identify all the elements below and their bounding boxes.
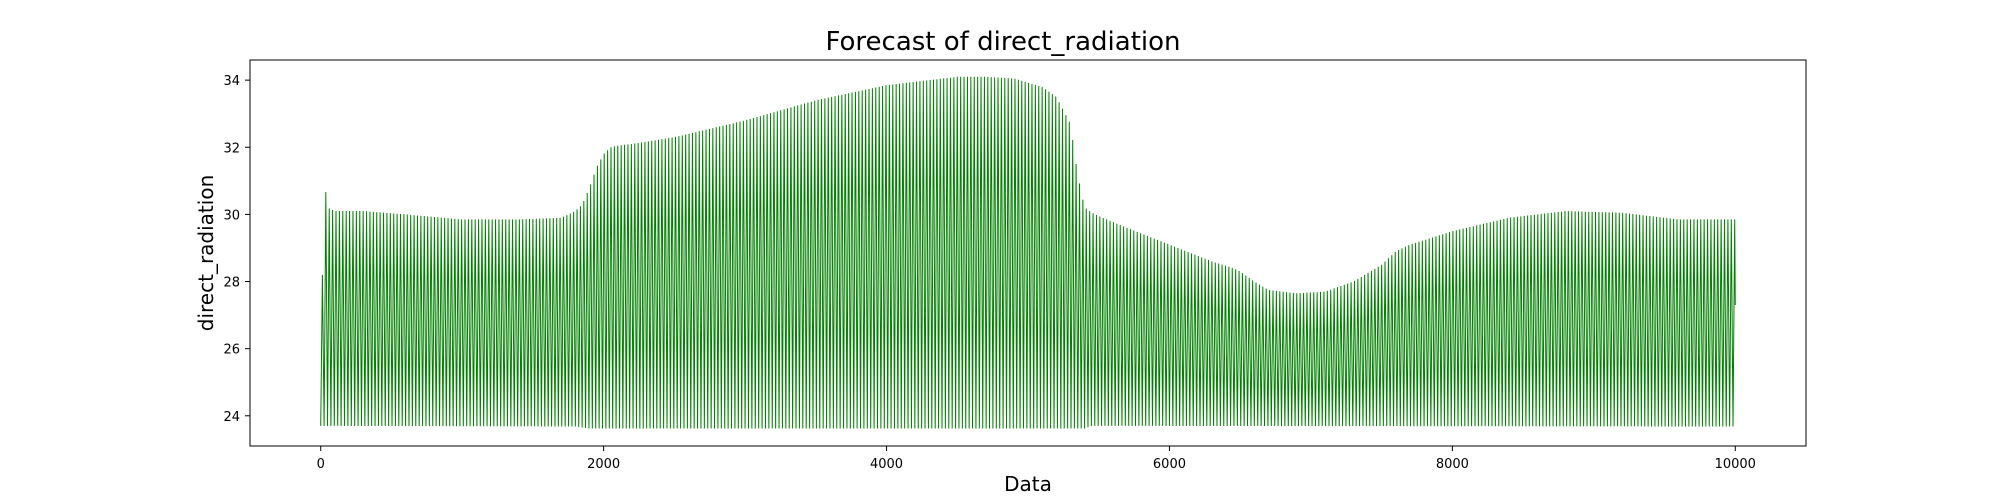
y-tick-label: 24 — [223, 410, 240, 425]
x-axis: 0 2000 4000 6000 8000 10000 — [317, 446, 1756, 472]
x-tick-label: 8000 — [1436, 457, 1469, 472]
y-tick-label: 32 — [223, 141, 240, 156]
series-line-0 — [320, 76, 1736, 429]
x-tick-label: 0 — [317, 457, 325, 472]
x-tick-label: 2000 — [587, 457, 620, 472]
x-axis-label: Data — [1004, 472, 1052, 496]
y-tick-label: 28 — [223, 276, 240, 291]
y-tick-label: 34 — [223, 74, 240, 89]
axes-frame — [249, 59, 1807, 447]
y-tick-label: 30 — [223, 208, 240, 223]
x-tick-label: 6000 — [1153, 457, 1186, 472]
y-axis-label: direct_radiation — [194, 175, 218, 331]
y-axis: 24 26 28 30 32 34 — [223, 74, 250, 425]
y-tick-label: 26 — [223, 343, 240, 358]
series-layer — [320, 76, 1736, 429]
plot-area — [249, 59, 1807, 447]
chart-title: Forecast of direct_radiation — [825, 27, 1180, 57]
x-tick-label: 4000 — [870, 457, 903, 472]
x-tick-label: 10000 — [1715, 457, 1756, 472]
